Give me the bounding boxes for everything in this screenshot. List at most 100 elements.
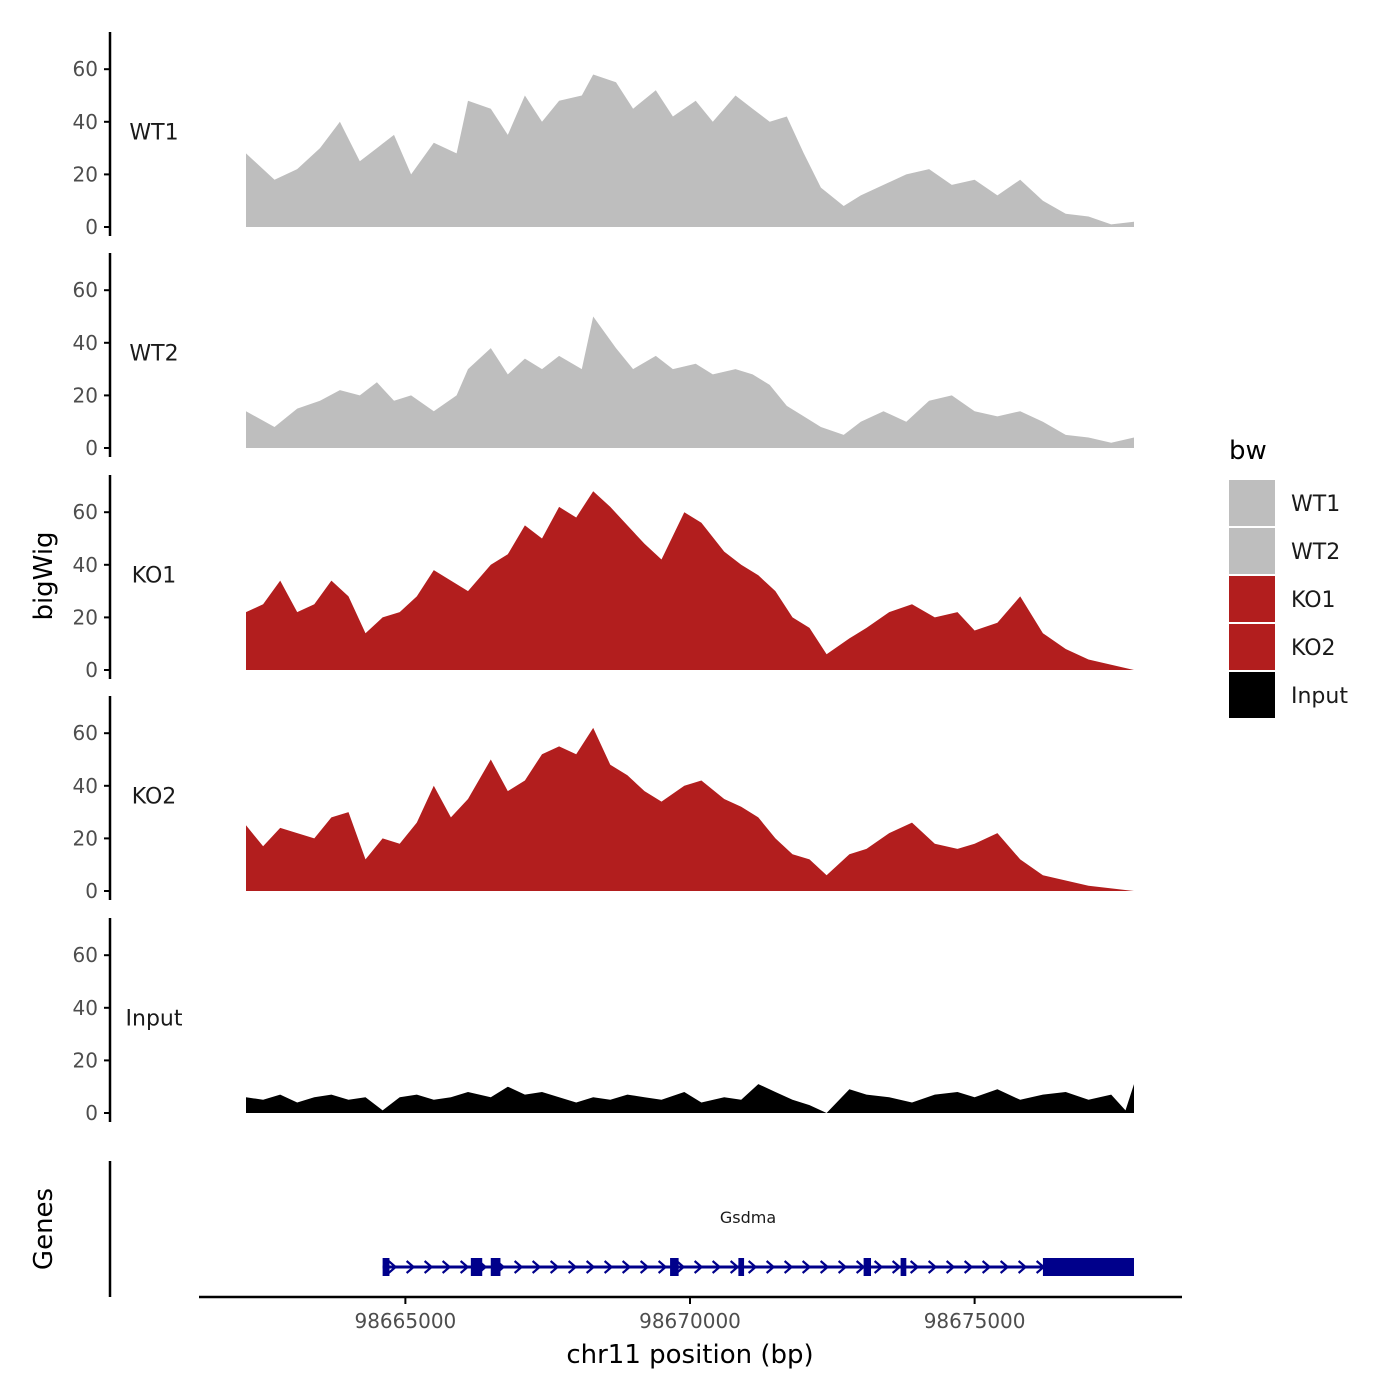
y-axis-title: bigWig — [29, 531, 59, 620]
y-tick-label: 60 — [73, 721, 98, 745]
strand-arrow — [603, 1260, 614, 1274]
y-tick-label: 40 — [73, 774, 98, 798]
gene-exon — [738, 1258, 745, 1276]
strand-arrow — [909, 1260, 920, 1274]
x-axis: 98665000 98670000 98675000 — [199, 1295, 1182, 1333]
strand-arrow — [657, 1260, 668, 1274]
strand-arrow — [729, 1260, 740, 1274]
strand-arrow — [801, 1260, 812, 1274]
track-ko2: 0 20 40 60 KO2 — [73, 696, 1134, 903]
strand-arrow — [675, 1260, 686, 1274]
legend: bw WT1 WT2 KO1 KO2 Input — [1229, 436, 1348, 718]
strand-arrow — [1017, 1260, 1028, 1274]
strand-arrow — [387, 1260, 398, 1274]
coverage-area-wt1 — [246, 74, 1134, 227]
legend-key-ko1 — [1229, 576, 1275, 622]
coverage-area-wt2 — [246, 316, 1134, 448]
legend-label-wt2: WT2 — [1291, 540, 1340, 565]
y-tick-label: 0 — [85, 1101, 98, 1125]
legend-key-wt2 — [1229, 528, 1275, 574]
strand-arrow — [819, 1260, 830, 1274]
strand-arrow — [945, 1260, 956, 1274]
strand-arrow — [783, 1260, 794, 1274]
strand-arrow — [423, 1260, 434, 1274]
y-tick-label: 0 — [85, 215, 98, 239]
y-tick-label: 20 — [73, 1048, 98, 1072]
track-input: 0 20 40 60 Input — [73, 918, 1134, 1125]
strand-arrow — [927, 1260, 938, 1274]
strand-arrow — [693, 1260, 704, 1274]
y-tick-label: 40 — [73, 331, 98, 355]
gene-exon — [1042, 1258, 1134, 1276]
gene-track-title: Genes — [29, 1188, 59, 1270]
y-tick-label: 0 — [85, 436, 98, 460]
y-tick-label: 60 — [73, 943, 98, 967]
coverage-area-ko1 — [246, 491, 1134, 670]
strand-arrow — [459, 1260, 470, 1274]
coverage-area-input — [246, 1084, 1134, 1113]
y-tick-label: 60 — [73, 500, 98, 524]
legend-key-input — [1229, 672, 1275, 718]
y-tick-label: 20 — [73, 383, 98, 407]
legend-label-input: Input — [1291, 684, 1348, 709]
track-label-ko1: KO1 — [132, 564, 177, 589]
legend-label-wt1: WT1 — [1291, 492, 1340, 517]
strand-arrow — [639, 1260, 650, 1274]
strand-arrow — [621, 1260, 632, 1274]
strand-arrow — [513, 1260, 524, 1274]
legend-title: bw — [1229, 436, 1267, 466]
legend-label-ko2: KO2 — [1291, 636, 1336, 661]
strand-arrow — [441, 1260, 452, 1274]
gene-exon — [490, 1258, 501, 1276]
y-tick-label: 20 — [73, 162, 98, 186]
gene-exon — [470, 1258, 483, 1276]
track-label-wt2: WT2 — [129, 342, 178, 367]
strand-arrow — [999, 1260, 1010, 1274]
strand-arrow — [963, 1260, 974, 1274]
gene-exon — [900, 1258, 907, 1276]
strand-arrow — [855, 1260, 866, 1274]
y-tick-label: 40 — [73, 553, 98, 577]
y-tick-label: 40 — [73, 110, 98, 134]
y-tick-label: 60 — [73, 278, 98, 302]
legend-key-wt1 — [1229, 480, 1275, 526]
coverage-area-ko2 — [246, 727, 1134, 891]
strand-arrow — [837, 1260, 848, 1274]
gene-exon — [863, 1258, 872, 1276]
strand-arrow — [873, 1260, 884, 1274]
y-tick-label: 0 — [85, 879, 98, 903]
y-tick-label: 20 — [73, 826, 98, 850]
strand-arrow — [531, 1260, 542, 1274]
strand-arrow — [585, 1260, 596, 1274]
coverage-tracks: 0 20 40 60 WT1 0 20 40 60 WT2 0 20 40 60 KO1 0 20 40 60 KO2… — [73, 32, 1134, 1125]
y-tick-label: 60 — [73, 57, 98, 81]
track-label-ko2: KO2 — [132, 785, 177, 810]
y-tick-label: 40 — [73, 996, 98, 1020]
legend-label-ko1: KO1 — [1291, 588, 1336, 613]
gene-exon — [670, 1258, 679, 1276]
track-label-wt1: WT1 — [129, 121, 178, 146]
strand-arrow — [891, 1260, 902, 1274]
track-label-input: Input — [126, 1007, 183, 1032]
strand-arrow — [981, 1260, 992, 1274]
gene-model-gsdma — [382, 1258, 1134, 1276]
strand-arrow — [747, 1260, 758, 1274]
gene-exon — [382, 1258, 390, 1276]
track-wt1: 0 20 40 60 WT1 — [73, 32, 1134, 239]
gene-name-label: Gsdma — [720, 1208, 776, 1227]
strand-arrow — [549, 1260, 560, 1274]
track-ko1: 0 20 40 60 KO1 — [73, 475, 1134, 682]
track-wt2: 0 20 40 60 WT2 — [73, 253, 1134, 460]
strand-arrow — [765, 1260, 776, 1274]
x-tick-label: 98665000 — [354, 1309, 456, 1333]
strand-arrow — [405, 1260, 416, 1274]
x-tick-label: 98670000 — [639, 1309, 741, 1333]
x-tick-label: 98675000 — [924, 1309, 1026, 1333]
x-axis-title: chr11 position (bp) — [566, 1340, 813, 1370]
legend-key-ko2 — [1229, 624, 1275, 670]
strand-arrow — [567, 1260, 578, 1274]
strand-arrow — [711, 1260, 722, 1274]
gene-track: Genes Gsdma — [29, 1161, 1134, 1297]
y-tick-label: 0 — [85, 658, 98, 682]
